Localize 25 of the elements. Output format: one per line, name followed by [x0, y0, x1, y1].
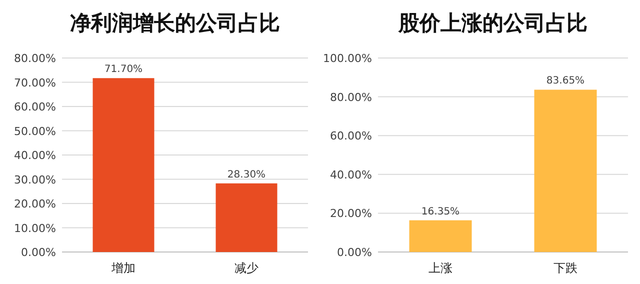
x-tick-label: 减少	[234, 261, 258, 275]
chart-title: 股价上涨的公司占比	[398, 11, 588, 35]
data-label: 71.70%	[104, 64, 143, 76]
data-label: 83.65%	[546, 76, 585, 87]
x-tick-label: 下跌	[554, 261, 578, 275]
x-tick-label: 上涨	[428, 261, 452, 275]
y-tick-label: 20.00%	[330, 207, 372, 220]
y-tick-label: 60.00%	[14, 100, 56, 114]
y-tick-label: 40.00%	[14, 149, 56, 162]
y-tick-label: 50.00%	[14, 124, 56, 138]
y-tick-label: 60.00%	[330, 130, 372, 143]
y-tick-label: 30.00%	[14, 173, 56, 186]
y-tick-label: 80.00%	[14, 52, 56, 65]
y-tick-label: 10.00%	[14, 222, 56, 235]
y-tick-label: 80.00%	[330, 90, 372, 104]
x-tick-label: 增加	[110, 261, 136, 275]
data-label: 28.30%	[227, 169, 266, 180]
data-label: 16.35%	[421, 206, 460, 218]
y-tick-label: 40.00%	[330, 168, 372, 182]
y-tick-label: 0.00%	[337, 246, 372, 259]
y-tick-label: 0.00%	[21, 246, 56, 259]
chart-title: 净利润增长的公司占比	[70, 11, 280, 35]
y-tick-label: 20.00%	[14, 198, 56, 210]
y-tick-label: 70.00%	[14, 76, 56, 90]
y-tick-label: 100.00%	[323, 52, 372, 65]
